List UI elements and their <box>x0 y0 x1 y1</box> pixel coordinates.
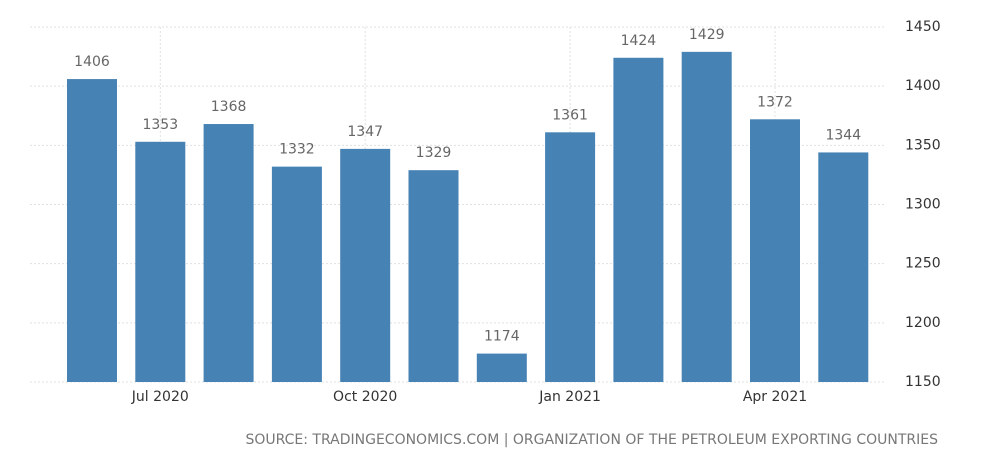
y-tick-label: 1150 <box>905 374 941 390</box>
bar <box>67 79 117 383</box>
bar <box>545 132 596 382</box>
y-tick-label: 1200 <box>905 315 941 331</box>
x-tick-label: Jan 2021 <box>538 389 601 405</box>
bar <box>135 141 186 382</box>
source: SOURCE: TRADINGECONOMICS.COM | ORGANIZAT… <box>245 432 938 448</box>
data-label: 1174 <box>484 329 520 345</box>
x-tick-label: Oct 2020 <box>333 389 397 405</box>
bar <box>476 353 527 382</box>
data-label: 1353 <box>142 117 178 133</box>
bar <box>340 148 391 382</box>
x-tick-label: Apr 2021 <box>743 389 807 405</box>
data-label: 1344 <box>825 127 861 143</box>
y-tick-label: 1300 <box>905 197 941 213</box>
data-label: 1347 <box>347 124 383 140</box>
data-label: 1329 <box>416 145 452 161</box>
data-label: 1372 <box>757 94 793 110</box>
y-tick-label: 1350 <box>905 137 941 153</box>
bar <box>818 152 869 382</box>
bar <box>271 166 322 382</box>
data-label: 1406 <box>74 54 110 70</box>
data-label: 1332 <box>279 142 315 158</box>
y-tick-label: 1450 <box>905 19 941 35</box>
x-tick-label: Jul 2020 <box>131 389 189 405</box>
data-label: 1368 <box>211 99 247 115</box>
data-label: 1424 <box>621 33 657 49</box>
bar <box>408 170 459 382</box>
data-label: 1429 <box>689 27 725 43</box>
bar <box>613 57 664 383</box>
bar <box>681 51 732 382</box>
y-tick-label: 1400 <box>905 78 941 94</box>
bar <box>750 119 800 383</box>
y-tick-label: 1250 <box>905 256 941 272</box>
bar <box>203 124 254 383</box>
data-label: 1361 <box>552 107 588 123</box>
